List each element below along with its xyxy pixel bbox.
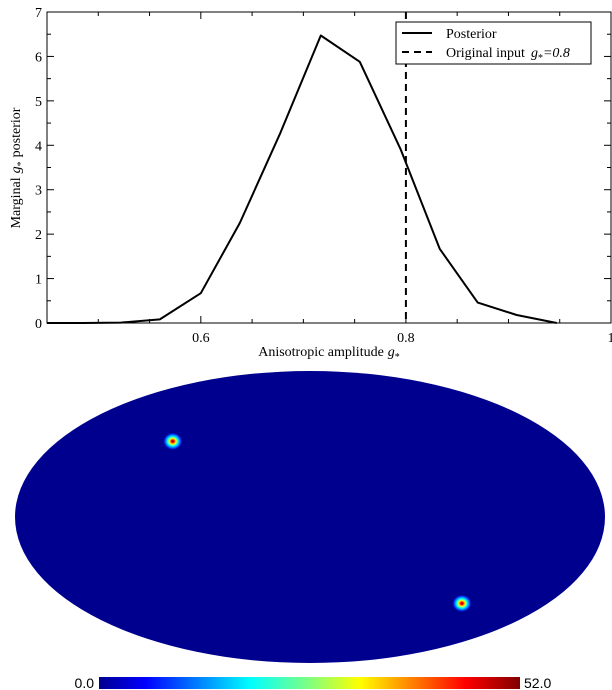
colorbar-max-label: 52.0 [524,675,551,690]
y-tick-label: 7 [35,6,42,21]
y-tick-label: 0 [35,317,42,332]
legend-input-sub: * [538,53,543,64]
colorbar-min-label: 0.0 [75,675,95,690]
mollweide-ellipse [15,371,605,663]
legend-input-symbol: g [531,46,538,61]
legend-label-input: Original input g*=0.8 [446,46,570,64]
y-tick-label: 2 [35,228,42,243]
hotspot [162,432,183,451]
legend: Posterior Original input g*=0.8 [395,21,592,65]
y-axis-label: Marginal g* posterior [9,107,27,228]
y-axis-label-prefix: Marginal [9,177,24,228]
x-tick-label: 0.8 [397,331,415,346]
hotspots [162,432,472,613]
legend-input-text: Original input [446,46,525,61]
colorbar: 0.0 52.0 [75,675,552,690]
x-axis-label-sub: * [395,352,400,363]
posterior-line [47,34,557,324]
x-tick-label: 0.6 [192,331,210,346]
y-tick-label: 1 [35,273,42,288]
x-axis-label-text: Anisotropic amplitude [258,345,384,360]
hotspot [451,594,472,613]
y-tick-label: 4 [35,139,42,154]
x-axis-label-symbol: g [388,345,395,360]
y-axis-label-sub: * [16,161,27,166]
y-tick-label: 6 [35,50,42,65]
x-tick-label: 1 [608,331,612,346]
x-axis-label: Anisotropic amplitude g* [258,345,400,363]
y-ticks: 0 1 2 3 4 5 6 7 [35,6,611,332]
legend-box [395,21,592,65]
y-axis-label-symbol: g [9,166,24,173]
colorbar-gradient [99,677,520,689]
legend-input-suffix: =0.8 [543,46,570,61]
sky-map [15,371,605,663]
y-tick-label: 3 [35,184,42,199]
legend-label-posterior: Posterior [446,27,497,42]
y-tick-label: 5 [35,95,42,110]
y-axis-label-suffix: posterior [9,107,24,157]
posterior-chart: 0 1 2 3 4 5 6 7 0.6 0.8 1 Posterior Original inpu… [9,6,612,363]
